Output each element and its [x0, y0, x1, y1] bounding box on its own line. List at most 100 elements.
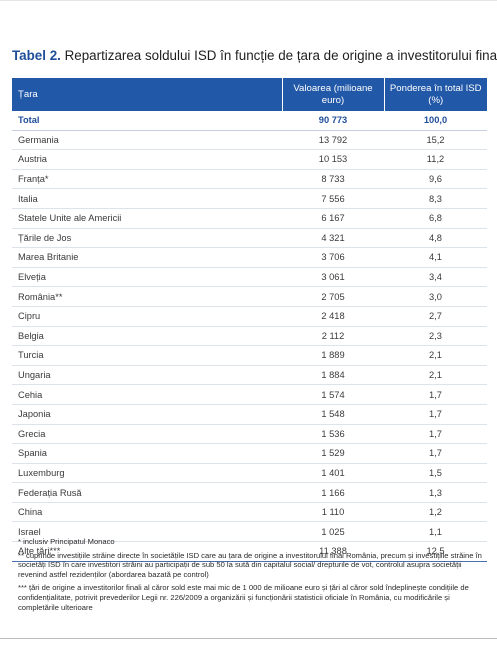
footnote: *** țări de origine a investitorilor fin…: [18, 583, 469, 612]
table-row: Marea Britanie 3 706 4,1: [12, 247, 487, 268]
table-row: Turcia 1 889 2,1: [12, 345, 487, 366]
footnotes: * inclusiv Principatul Monaco ** cuprinde…: [18, 537, 484, 616]
total-value: 90 773: [282, 111, 384, 131]
cell-country: Germania: [12, 130, 282, 151]
cell-country: Cehia: [12, 384, 282, 405]
cell-value: 1 025: [282, 521, 384, 543]
cell-country: Belgia: [12, 326, 282, 347]
table-row: România** 2 705 3,0: [12, 286, 487, 307]
cell-share: 3,0: [384, 286, 487, 307]
cell-share: 1,7: [384, 443, 487, 464]
table-row: Germania 13 792 15,2: [12, 130, 487, 151]
cell-share: 11,2: [384, 149, 487, 170]
cell-country: Grecia: [12, 424, 282, 445]
cell-value: 1 889: [282, 345, 384, 366]
cell-share: 2,3: [384, 326, 487, 347]
cell-country: Italia: [12, 188, 282, 209]
table-row: Israel 1 025 1,1: [12, 521, 487, 543]
table-row: Japonia 1 548 1,7: [12, 404, 487, 425]
table-row: Austria 10 153 11,2: [12, 149, 487, 170]
cell-value: 2 112: [282, 326, 384, 347]
cell-country: Japonia: [12, 404, 282, 425]
cell-country: Spania: [12, 443, 282, 464]
cell-value: 1 536: [282, 424, 384, 445]
cell-country: Țările de Jos: [12, 228, 282, 249]
cell-share: 1,2: [384, 502, 487, 523]
cell-country: Ungaria: [12, 365, 282, 386]
footnote: ** cuprinde investițiile străine directe…: [18, 550, 482, 579]
cell-value: 1 548: [282, 404, 384, 425]
table-row: China 1 110 1,2: [12, 502, 487, 523]
table-row: Belgia 2 112 2,3: [12, 326, 487, 347]
total-country: Total: [12, 111, 282, 131]
cell-value: 2 705: [282, 286, 384, 307]
cell-value: 13 792: [282, 130, 384, 151]
cell-value: 7 556: [282, 188, 384, 209]
cell-share: 1,1: [384, 521, 487, 543]
cell-country: România**: [12, 286, 282, 307]
cell-value: 10 153: [282, 149, 384, 170]
cell-share: 1,7: [384, 424, 487, 445]
cell-share: 2,7: [384, 306, 487, 327]
table-row: Țările de Jos 4 321 4,8: [12, 228, 487, 249]
table-row: Elveția 3 061 3,4: [12, 267, 487, 288]
cell-value: 1 574: [282, 384, 384, 405]
cell-value: 1 166: [282, 482, 384, 503]
footnote: * inclusiv Principatul Monaco: [18, 537, 115, 546]
table-row: Cehia 1 574 1,7: [12, 384, 487, 405]
cell-country: Franța*: [12, 169, 282, 190]
table-header-row: Țara Valoarea (milioane euro) Ponderea î…: [12, 78, 487, 111]
cell-country: Alte țări***: [12, 541, 282, 562]
cell-value: 2 418: [282, 306, 384, 327]
table-row: Cipru 2 418 2,7: [12, 306, 487, 327]
cell-value: 11 388: [282, 541, 384, 562]
cell-country: Israel: [12, 521, 282, 543]
cell-value: 8 733: [282, 169, 384, 190]
table-row: Franța* 8 733 9,6: [12, 169, 487, 190]
cell-share: 1,7: [384, 404, 487, 425]
cell-value: 1 529: [282, 443, 384, 464]
cell-value: 6 167: [282, 208, 384, 229]
cell-share: 3,4: [384, 267, 487, 288]
cell-country: Cipru: [12, 306, 282, 327]
table-row: Alte țări*** 11 388 12,5: [12, 541, 487, 562]
header-country: Țara: [12, 78, 282, 111]
table-row: Federația Rusă 1 166 1,3: [12, 482, 487, 503]
total-share: 100,0: [384, 111, 487, 131]
bottom-rule: [0, 638, 497, 639]
table-row: Spania 1 529 1,7: [12, 443, 487, 464]
cell-share: 9,6: [384, 169, 487, 190]
table-row: Ungaria 1 884 2,1: [12, 365, 487, 386]
top-rule: [0, 0, 497, 1]
cell-share: 6,8: [384, 208, 487, 229]
cell-share: 4,8: [384, 228, 487, 249]
table-row: Grecia 1 536 1,7: [12, 424, 487, 445]
cell-value: 3 706: [282, 247, 384, 268]
cell-value: 3 061: [282, 267, 384, 288]
cell-country: Statele Unite ale Americii: [12, 208, 282, 229]
cell-value: 1 884: [282, 365, 384, 386]
table-row: Italia 7 556 8,3: [12, 188, 487, 209]
cell-share: 8,3: [384, 188, 487, 209]
cell-country: Turcia: [12, 345, 282, 366]
cell-country: China: [12, 502, 282, 523]
table-row: Statele Unite ale Americii 6 167 6,8: [12, 208, 487, 229]
table-title-text: Repartizarea soldului ISD în funcție de …: [60, 48, 497, 63]
cell-country: Austria: [12, 149, 282, 170]
fdi-table: Țara Valoarea (milioane euro) Ponderea î…: [12, 78, 487, 562]
cell-share: 12,5: [384, 541, 487, 562]
table-row: Luxemburg 1 401 1,5: [12, 463, 487, 484]
cell-share: 2,1: [384, 345, 487, 366]
cell-share: 2,1: [384, 365, 487, 386]
cell-share: 1,5: [384, 463, 487, 484]
table-row-total: Total 90 773 100,0: [12, 111, 487, 131]
cell-country: Luxemburg: [12, 463, 282, 484]
cell-share: 4,1: [384, 247, 487, 268]
cell-country: Elveția: [12, 267, 282, 288]
cell-value: 1 401: [282, 463, 384, 484]
cell-country: Marea Britanie: [12, 247, 282, 268]
cell-value: 4 321: [282, 228, 384, 249]
cell-country: Federația Rusă: [12, 482, 282, 503]
cell-value: 1 110: [282, 502, 384, 523]
cell-share: 1,7: [384, 384, 487, 405]
